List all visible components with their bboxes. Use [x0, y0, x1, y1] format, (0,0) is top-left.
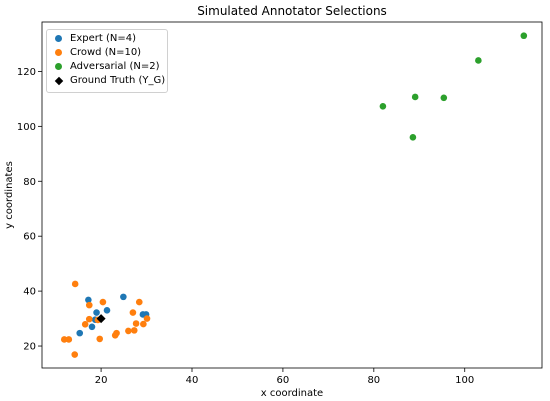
y-tick-label: 100 — [17, 122, 36, 133]
x-tick-label: 60 — [277, 375, 290, 386]
legend-swatch-adversarial — [55, 63, 62, 70]
data-point-series-1 — [129, 309, 137, 316]
y-tick-label: 20 — [23, 342, 36, 353]
legend-swatch-crowd — [55, 49, 62, 56]
data-point-series-1 — [96, 335, 104, 343]
data-point-series-0 — [93, 309, 100, 316]
data-points — [60, 32, 528, 358]
legend-label-crowd: Crowd (N=10) — [70, 47, 142, 58]
data-point-series-0 — [120, 293, 127, 301]
legend-swatch-ground-truth — [54, 76, 64, 86]
data-point-series-1 — [113, 329, 120, 337]
y-tick-label: 80 — [23, 177, 36, 188]
legend-swatch-expert — [55, 35, 62, 42]
data-point-series-1 — [130, 327, 138, 334]
legend-label-expert: Expert (N=4) — [70, 33, 136, 44]
data-point-series-0 — [103, 307, 111, 314]
data-point-series-2 — [409, 134, 417, 141]
data-point-series-1 — [135, 298, 143, 306]
x-axis-ticks: 20 40 60 80 100 — [95, 368, 474, 386]
data-point-series-1 — [140, 320, 147, 328]
legend-label-ground-truth: Ground Truth (Y_G) — [70, 75, 166, 86]
data-point-series-2 — [520, 32, 528, 40]
legend: Expert (N=4) Crowd (N=10) Adversarial (N… — [46, 29, 168, 93]
y-axis-ticks: 20 40 60 80 100 120 — [17, 67, 42, 353]
plot-frame — [41, 21, 543, 369]
data-point-ground-truth — [96, 314, 106, 324]
data-point-series-1 — [125, 327, 132, 335]
x-tick-label: 80 — [367, 375, 380, 386]
data-point-series-1 — [60, 336, 68, 343]
data-point-series-2 — [475, 57, 482, 64]
x-tick-label: 40 — [186, 375, 199, 386]
data-point-series-1 — [99, 298, 107, 306]
y-tick-label: 40 — [23, 287, 36, 298]
y-tick-label: 60 — [23, 232, 36, 243]
data-point-series-1 — [85, 301, 93, 309]
data-point-series-2 — [411, 93, 419, 101]
data-point-series-1 — [132, 320, 140, 327]
data-point-series-0 — [85, 296, 92, 304]
x-tick-label: 100 — [455, 375, 474, 386]
data-point-series-0 — [76, 329, 84, 337]
x-axis-label: x coordinate — [261, 388, 323, 399]
data-point-series-1 — [65, 336, 73, 343]
data-point-series-1 — [143, 315, 151, 322]
y-tick-label: 120 — [17, 67, 36, 78]
legend-label-adversarial: Adversarial (N=2) — [70, 61, 160, 72]
x-tick-label: 20 — [95, 375, 108, 386]
data-point-series-1 — [71, 280, 79, 288]
y-axis-label: y coordinates — [4, 161, 15, 229]
data-point-series-2 — [379, 103, 387, 110]
data-point-series-1 — [71, 351, 79, 358]
data-point-series-2 — [440, 94, 448, 102]
data-point-series-1 — [85, 315, 93, 323]
data-point-series-1 — [81, 321, 89, 328]
data-point-series-0 — [88, 323, 96, 331]
chart-title: Simulated Annotator Selections — [197, 4, 387, 18]
